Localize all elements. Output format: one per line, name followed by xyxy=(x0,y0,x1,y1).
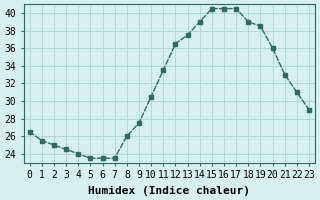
X-axis label: Humidex (Indice chaleur): Humidex (Indice chaleur) xyxy=(88,186,250,196)
